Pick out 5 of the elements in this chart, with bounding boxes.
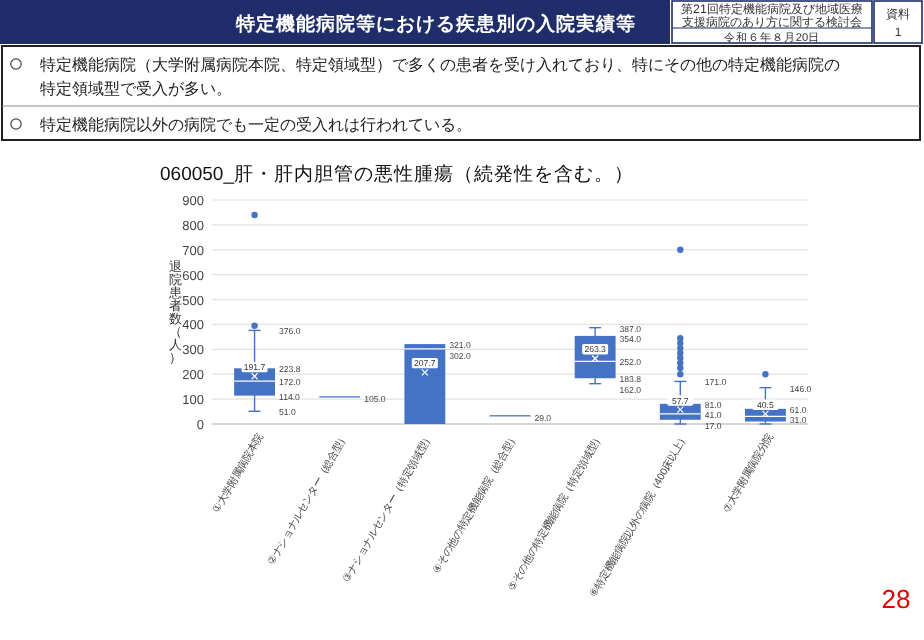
text: 特定機能病院等における疾患別の入院実績等 xyxy=(234,12,636,36)
text: 特定機能病院（大学附属病院本院、特定領域型）で多くの患者を受け入れており、特にその他の特定機能病院の特定領域型で受入が多い。 xyxy=(40,56,840,98)
text: 28 xyxy=(881,584,911,614)
chart-title: 060050_肝・肝内胆管の悪性腫瘍（続発性を含む。） xyxy=(160,162,634,186)
text: 特定機能病院以外の病院でも一定の受入れは行われている。 xyxy=(40,116,472,134)
